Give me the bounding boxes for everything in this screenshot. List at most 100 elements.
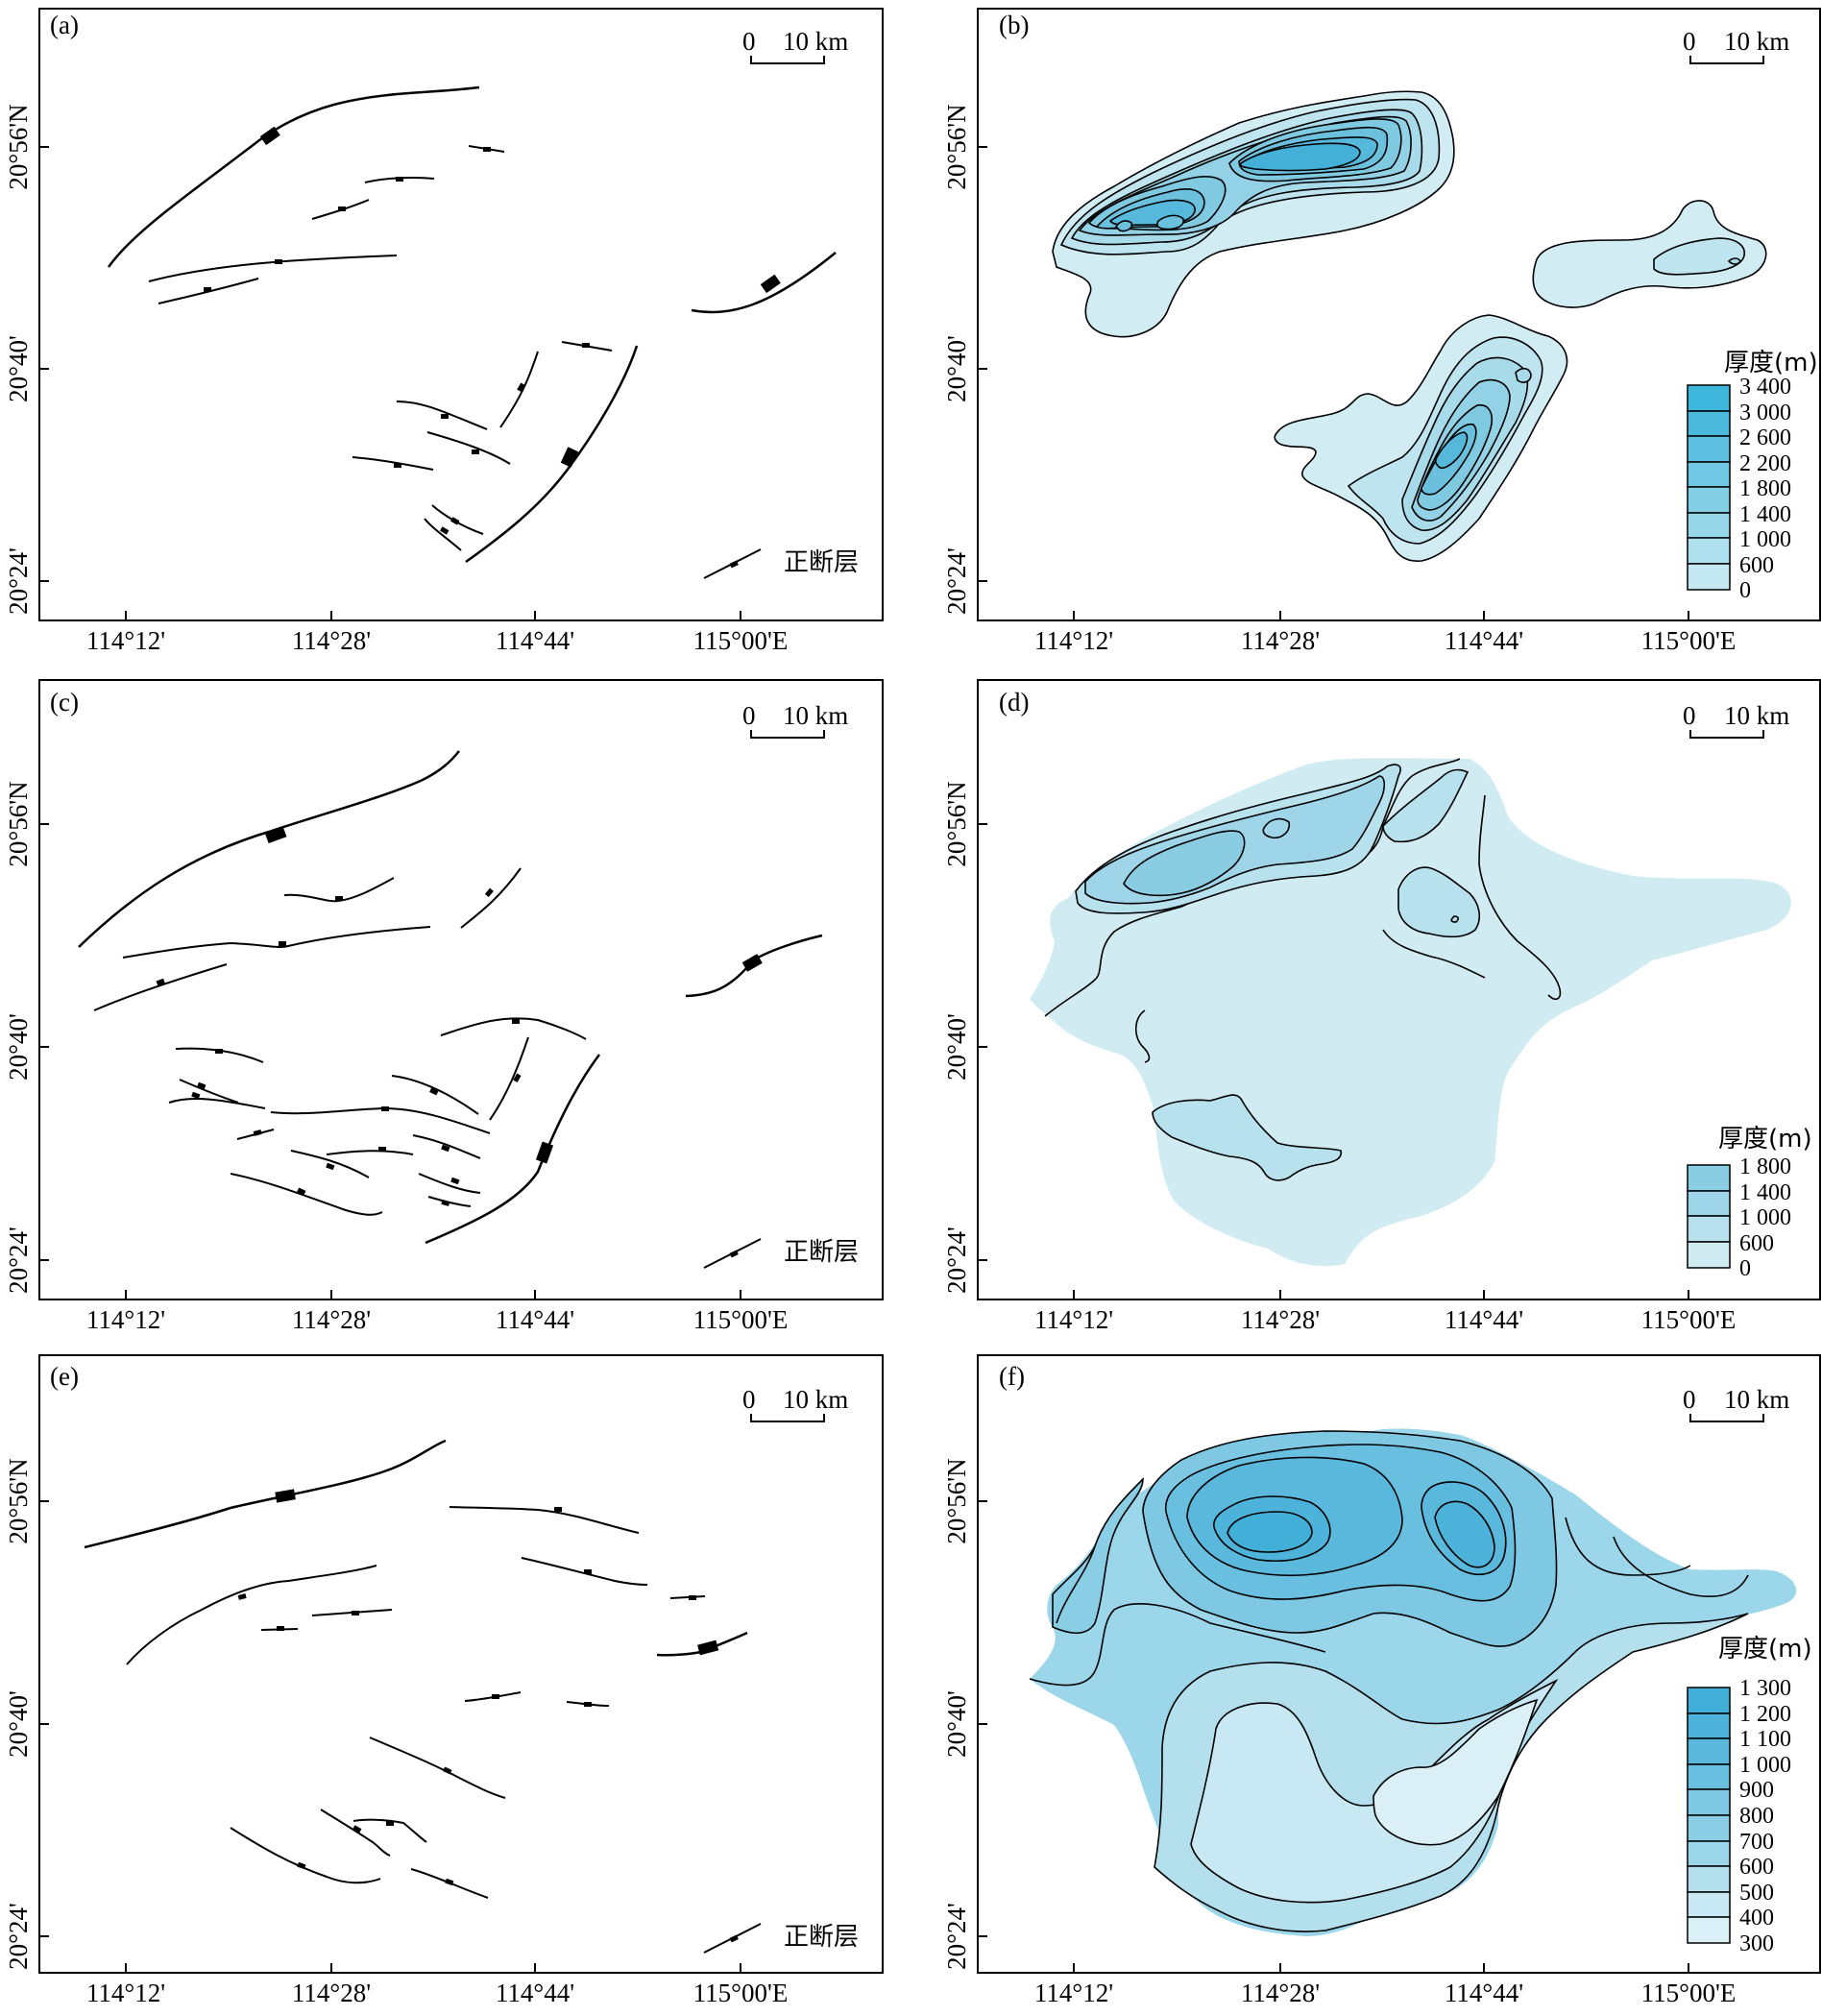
scale-bar: 0 10 km [742,1385,848,1422]
scale-bar-length: 10 km [783,1385,848,1414]
x-tick-label: 114°12' [1034,626,1113,655]
scale-bar: 0 10 km [742,27,848,64]
y-tick-label: 20°40' [4,1690,33,1758]
x-tick-label: 115°00'E [1641,1979,1737,2007]
thickness-legend: 厚度(m) 3 400 3 000 2 600 2 200 1 800 1 40… [1687,349,1818,603]
y-tick-label: 20°40' [942,1690,971,1758]
fault-legend-label: 正断层 [784,1238,859,1267]
legend-value: 600 [1739,1231,1774,1256]
legend-title: 厚度(m) [1718,1635,1812,1664]
x-tick-label: 115°00'E [1641,1305,1737,1334]
legend-value: 400 [1739,1906,1774,1931]
panel-axes: 114°12' 114°28' 114°44' 115°00'E 20°56'N 20°4… [942,781,1736,1334]
legend-value: 1 000 [1739,1753,1791,1778]
x-tick-label: 114°28' [1241,1305,1320,1334]
fault-lines [78,750,823,1269]
panel-axes: 114°12' 114°28' 114°44' 115°00'E 20°56'N 20°4… [942,1458,1736,2007]
scale-bar-length: 10 km [783,27,848,56]
scale-bar-zero: 0 [742,701,756,730]
x-tick-label: 114°12' [86,626,165,655]
legend-value: 1 000 [1739,527,1791,552]
legend-value: 300 [1739,1931,1774,1956]
legend-value: 2 600 [1739,425,1791,450]
panel-axes: 114°12' 114°28' 114°44' 115°00'E 20°56'N 20°4… [4,104,788,655]
y-tick-label: 20°24' [942,547,971,615]
scale-bar-length: 10 km [1724,701,1789,730]
panel-label: (c) [50,688,79,717]
x-tick-label: 115°00'E [693,1305,789,1334]
fault-legend-label: 正断层 [784,548,859,577]
scale-bar: 0 10 km [1683,27,1789,64]
x-tick-label: 115°00'E [693,626,789,655]
y-tick-label: 20°24' [4,1227,33,1294]
panel-frame [38,679,884,1300]
fault-legend-label: 正断层 [784,1923,859,1952]
legend-value: 1 100 [1739,1727,1791,1752]
thickness-contours [1029,1428,1797,1936]
y-tick-label: 20°56'N [4,781,33,866]
legend-value: 1 300 [1739,1676,1791,1701]
legend-value: 700 [1739,1830,1774,1855]
legend-value: 1 800 [1739,476,1791,501]
x-tick-label: 115°00'E [1641,626,1737,655]
fault-ticks [156,826,763,1258]
thickness-contours [1052,90,1767,562]
panel-frame [38,1354,884,1974]
legend-title: 厚度(m) [1718,1125,1812,1154]
panel-label: (e) [50,1362,79,1391]
thickness-legend: 厚度(m) 1 300 1 200 1 100 1 000 900 800 70… [1687,1635,1812,1956]
y-tick-label: 20°24' [942,1903,971,1970]
legend-value: 800 [1739,1804,1774,1829]
y-tick-label: 20°56'N [942,104,971,189]
thickness-legend: 厚度(m) 1 800 1 400 1 000 600 0 [1687,1125,1812,1281]
legend-value: 1 800 [1739,1154,1791,1179]
legend-value: 2 200 [1739,451,1791,476]
scale-bar-zero: 0 [742,27,756,56]
x-tick-label: 114°28' [1241,626,1320,655]
x-tick-label: 114°44' [496,1979,574,2007]
x-tick-label: 114°44' [496,1305,574,1334]
x-tick-label: 114°12' [86,1305,165,1334]
x-tick-label: 114°12' [1034,1305,1113,1334]
x-tick-label: 115°00'E [693,1979,789,2007]
scale-bar: 0 10 km [742,701,848,739]
legend-value: 600 [1739,553,1774,578]
x-tick-label: 114°12' [1034,1979,1113,2007]
scale-bar-zero: 0 [1683,1385,1696,1414]
fault-lines [84,1439,762,1954]
legend-title: 厚度(m) [1724,349,1818,377]
scale-bar: 0 10 km [1683,1385,1789,1422]
y-tick-label: 20°40' [942,1013,971,1081]
fault-ticks [204,126,781,569]
panel-frame [977,8,1821,621]
scale-bar-zero: 0 [1683,27,1696,56]
panel-frame [38,8,884,621]
panel-e: (e) 0 10 km [38,1354,884,1974]
legend-value: 500 [1739,1881,1774,1906]
x-tick-label: 114°28' [292,1979,371,2007]
panel-frame [977,1354,1821,1974]
panel-frame [977,679,1821,1300]
x-tick-label: 114°44' [1445,1305,1523,1334]
scale-bar-length: 10 km [1724,27,1789,56]
scale-bar-zero: 0 [742,1385,756,1414]
y-tick-label: 20°40' [4,1013,33,1081]
panel-a: (a) 0 10 km [38,8,884,621]
legend-value: 1 400 [1739,502,1791,527]
y-tick-label: 20°40' [942,335,971,402]
legend-value: 0 [1739,578,1751,603]
panel-c: (c) 0 10 km [38,679,884,1300]
thickness-contours [1030,758,1791,1267]
y-tick-label: 20°56'N [942,781,971,866]
panel-label: (a) [50,11,79,39]
fault-ticks [237,1489,739,1943]
legend-value: 0 [1739,1256,1751,1281]
x-tick-label: 114°28' [292,1305,371,1334]
panel-b: (b) 0 10 km [977,8,1821,621]
legend-value: 900 [1739,1778,1774,1803]
x-tick-label: 114°12' [86,1979,165,2007]
panel-f: (f) 0 10 km 厚度(m) [977,1354,1821,1974]
y-tick-label: 20°56'N [4,104,33,189]
fault-lines [107,85,837,579]
